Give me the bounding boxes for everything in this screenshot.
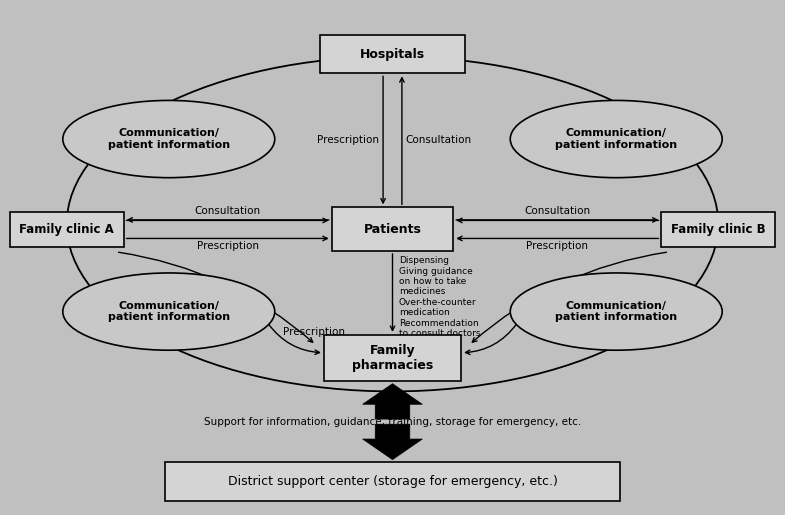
Text: Patients: Patients xyxy=(363,222,422,236)
Text: Communication/
patient information: Communication/ patient information xyxy=(108,128,230,150)
FancyBboxPatch shape xyxy=(165,462,620,501)
Ellipse shape xyxy=(510,273,722,350)
Text: Prescription: Prescription xyxy=(317,135,379,145)
Text: Family clinic A: Family clinic A xyxy=(20,222,114,236)
Polygon shape xyxy=(363,424,422,459)
Text: Dispensing
Giving guidance
on how to take
medicines
Over-the-counter
medication
: Dispensing Giving guidance on how to tak… xyxy=(399,256,480,338)
Text: Communication/
patient information: Communication/ patient information xyxy=(555,301,677,322)
FancyBboxPatch shape xyxy=(10,212,124,247)
FancyBboxPatch shape xyxy=(331,207,454,251)
Ellipse shape xyxy=(63,100,275,178)
Ellipse shape xyxy=(510,100,722,178)
Polygon shape xyxy=(363,384,422,419)
Ellipse shape xyxy=(63,273,275,350)
Text: Family clinic B: Family clinic B xyxy=(671,222,765,236)
Text: Family
pharmacies: Family pharmacies xyxy=(352,344,433,372)
Text: District support center (storage for emergency, etc.): District support center (storage for eme… xyxy=(228,475,557,488)
Text: Consultation: Consultation xyxy=(195,206,261,216)
Text: Communication/
patient information: Communication/ patient information xyxy=(555,128,677,150)
Text: Support for information, guidance, training, storage for emergency, etc.: Support for information, guidance, train… xyxy=(204,417,581,426)
Text: Prescription: Prescription xyxy=(197,241,258,251)
Text: Consultation: Consultation xyxy=(524,206,590,216)
Text: Prescription: Prescription xyxy=(527,241,588,251)
Text: Communication/
patient information: Communication/ patient information xyxy=(108,301,230,322)
Text: Prescription: Prescription xyxy=(283,327,345,337)
Text: Hospitals: Hospitals xyxy=(360,47,425,61)
FancyBboxPatch shape xyxy=(661,212,775,247)
Text: Consultation: Consultation xyxy=(406,135,472,145)
FancyBboxPatch shape xyxy=(320,35,465,73)
FancyBboxPatch shape xyxy=(323,335,461,381)
